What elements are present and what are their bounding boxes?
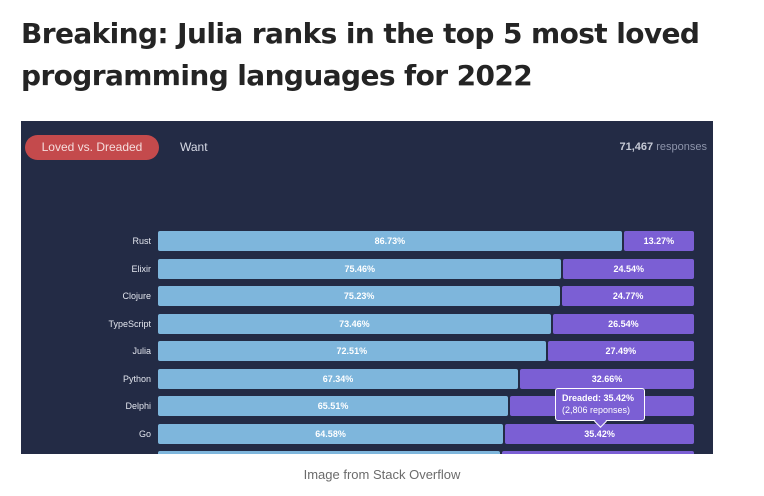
bar-row-cutoff [21,451,713,454]
language-label: TypeScript [108,318,151,329]
survey-chart-image: Loved vs. Dreaded Want 71,467 responses … [21,121,713,454]
language-label: Delphi [125,401,151,411]
bar-row[interactable]: Julia 72.51% 27.49% [21,341,713,361]
bar-row[interactable]: TypeScript 73.46% 26.54% [21,313,713,334]
language-label: Go [138,428,151,439]
bar-row[interactable]: Rust 86.73% 13.27% [21,231,713,251]
loved-bar [158,451,501,454]
language-label: Elixir [131,263,152,274]
dreaded-bar[interactable]: 26.54% [552,313,694,334]
responses-number: 71,467 [619,141,654,153]
dreaded-bar[interactable]: 27.49% [547,341,694,361]
dreaded-bar [502,451,694,454]
responses-label: responses [656,141,707,153]
dreaded-bar[interactable]: 24.77% [562,286,694,306]
language-label: Python [122,373,151,384]
image-caption: Image from Stack Overflow [303,467,461,482]
language-label: Clojure [122,291,151,301]
loved-bar[interactable]: 72.51% [158,341,546,361]
loved-bar[interactable]: 75.46% [158,258,562,279]
bar-row[interactable]: Elixir 75.46% 24.54% [21,258,713,279]
bar-row[interactable]: Clojure 75.23% 24.77% [21,286,713,306]
loved-bar[interactable]: 73.46% [158,313,551,334]
loved-bar[interactable]: 75.23% [158,286,561,306]
tooltip-detail: (2,806 reponses) [562,405,631,415]
dreaded-bar[interactable]: 24.54% [563,258,694,279]
language-label: Julia [132,346,151,356]
loved-bar[interactable]: 65.51% [158,396,509,416]
article-headline: Breaking: Julia ranks in the top 5 most … [21,17,700,92]
tooltip-title: Dreaded: 35.42% [562,393,635,403]
loved-bar[interactable]: 67.34% [158,368,518,389]
loved-bar[interactable]: 86.73% [158,231,622,251]
language-label: Rust [132,236,151,246]
dreaded-bar[interactable]: 32.66% [519,368,694,389]
dreaded-bar[interactable]: 35.42% [505,423,694,444]
dreaded-tooltip: Dreaded: 35.42% (2,806 reponses) [555,388,645,421]
tab-want[interactable]: Want [180,140,208,154]
responses-count: 71,467 responses [620,135,707,160]
dreaded-bar[interactable]: 13.27% [623,231,694,251]
loved-bar[interactable]: 64.58% [158,423,504,444]
bar-row[interactable]: Python 67.34% 32.66% [21,368,713,389]
tab-loved-vs-dreaded[interactable]: Loved vs. Dreaded [25,135,159,160]
bar-row[interactable]: Go 64.58% 35.42% [21,423,713,444]
